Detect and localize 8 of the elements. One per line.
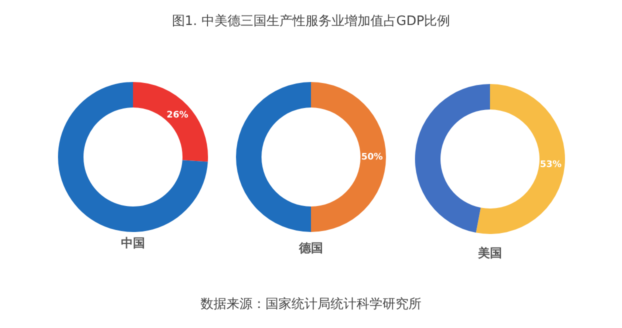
text: 中国 xyxy=(120,235,146,252)
text: 美国 xyxy=(477,245,503,262)
text: 德国 xyxy=(298,240,324,257)
data-label: 50% xyxy=(361,152,383,162)
data-label: 53% xyxy=(540,160,562,170)
source-note: 数据来源：国家统计局统计科学研究所 xyxy=(200,296,422,313)
data-label: 26% xyxy=(166,110,188,121)
text: 图1. 中美德三国生产性服务业增加值占GDP比例 xyxy=(170,13,452,30)
